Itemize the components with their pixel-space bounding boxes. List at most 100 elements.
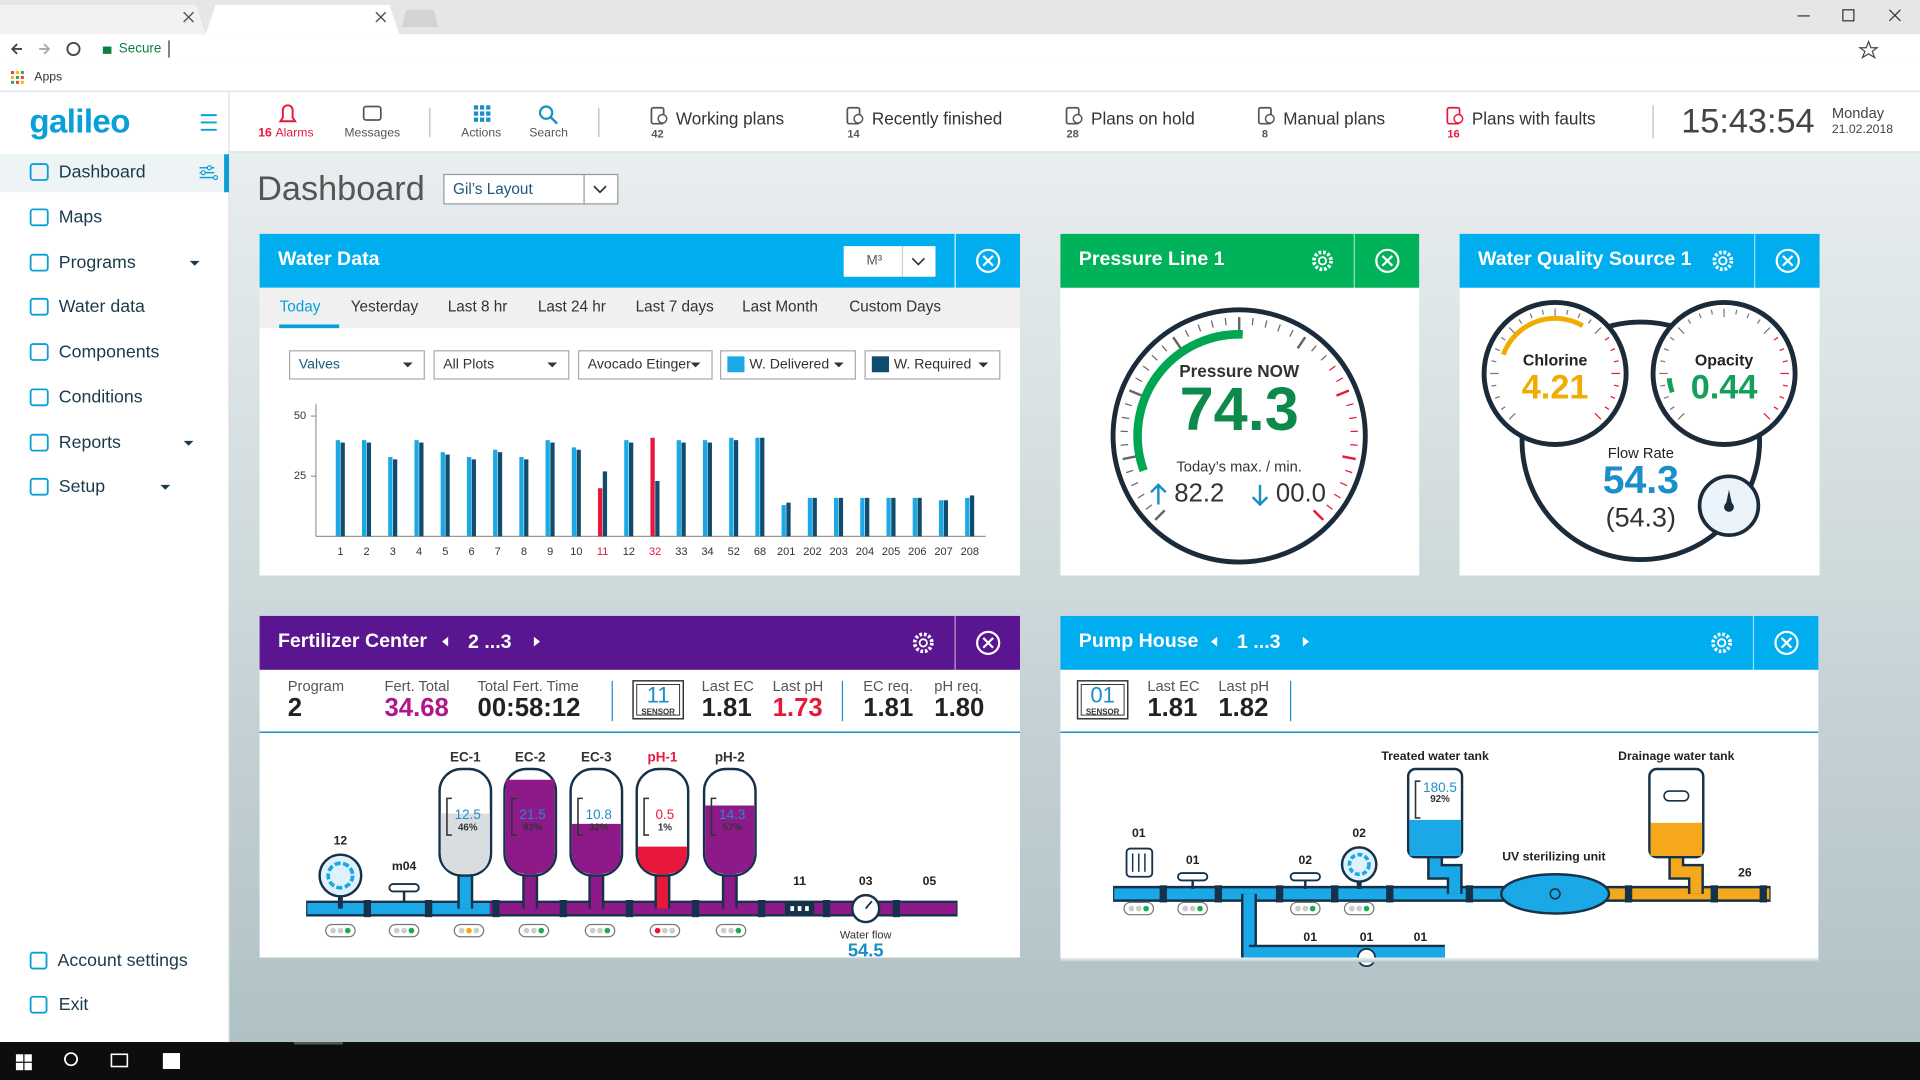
sidebar-footer-item[interactable]: Exit	[59, 994, 89, 1014]
layout-settings-knob	[200, 170, 206, 176]
sidebar-item[interactable]: Setup	[59, 476, 106, 496]
sidebar-footer-item[interactable]: Account settings	[58, 950, 188, 970]
filter-value[interactable]: All Plots	[443, 356, 494, 372]
x-tick-label: 9	[547, 546, 553, 558]
quality-tick	[1500, 336, 1506, 341]
status-light-dot	[458, 927, 465, 934]
filter-value[interactable]: Avocado Etinger	[588, 356, 691, 372]
component-label: 05	[923, 874, 937, 888]
widget-settings-hub	[1317, 256, 1328, 266]
x-tick-label: 11	[597, 546, 608, 558]
filter-value[interactable]: W. Required	[894, 356, 971, 372]
quality-tick	[1756, 319, 1761, 324]
sidebar-item[interactable]: Reports	[59, 432, 121, 452]
forward-button[interactable]	[39, 43, 51, 55]
search-label[interactable]: Search	[529, 126, 568, 140]
widget-title: Pump House	[1079, 630, 1199, 652]
sensor-box-inner	[1080, 684, 1125, 716]
time-tab[interactable]: Yesterday	[351, 298, 419, 315]
window-close	[1888, 9, 1901, 22]
quality-tick	[1587, 319, 1592, 324]
sidebar-item[interactable]: Components	[59, 341, 160, 361]
time-tab[interactable]: Custom Days	[849, 298, 941, 315]
time-tab[interactable]: Last Month	[742, 298, 818, 315]
actions-icon-cell	[480, 117, 485, 122]
gauge-tick	[1342, 455, 1356, 461]
quality-tick	[1669, 406, 1675, 411]
sidebar-item[interactable]: Water data	[59, 296, 145, 316]
apps-icon-dot	[15, 75, 19, 79]
pump-rotor	[326, 861, 355, 890]
sidebar-item[interactable]: Programs	[59, 252, 136, 272]
quality-tick	[1710, 309, 1713, 315]
bar	[969, 495, 975, 537]
sidebar-item[interactable]: Maps	[59, 207, 103, 227]
plan-label[interactable]: Plans with faults	[1472, 109, 1596, 129]
messages-label[interactable]: Messages	[344, 126, 400, 140]
time-tab[interactable]: Last 24 hr	[538, 298, 606, 315]
filter-value[interactable]: W. Delivered	[749, 356, 829, 372]
sidebar-item[interactable]: Dashboard	[59, 161, 146, 181]
bar	[886, 497, 891, 537]
bar	[912, 497, 917, 537]
sidebar-item[interactable]: Conditions	[59, 387, 143, 407]
clock-time: 15:43:54	[1681, 103, 1814, 141]
alarm-label[interactable]: Alarms	[276, 126, 314, 140]
bar	[571, 447, 577, 537]
valve-handle	[1289, 872, 1321, 882]
actions-icon-cell	[486, 105, 491, 110]
unit-select	[843, 246, 936, 277]
status-light-dot	[330, 927, 336, 934]
bar	[965, 497, 970, 537]
bar	[812, 497, 817, 537]
actions-icon-cell	[480, 105, 485, 110]
pager-next[interactable]	[533, 636, 540, 647]
bar	[576, 449, 581, 537]
time-tab[interactable]: Last 7 days	[636, 298, 715, 315]
unit-select-value[interactable]: M³	[866, 252, 882, 267]
gauge-tick	[1264, 320, 1268, 328]
status-light-dot	[662, 927, 668, 934]
plan-label[interactable]: Working plans	[676, 109, 784, 129]
x-tick-label: 7	[495, 546, 501, 558]
tank-liquid	[505, 779, 555, 875]
pager-prev[interactable]	[442, 636, 449, 647]
quality-tick	[1518, 319, 1523, 324]
quality-tick	[1604, 336, 1610, 341]
quality-tick	[1687, 319, 1692, 324]
x-tick-label: 3	[390, 546, 396, 558]
plan-label[interactable]: Plans on hold	[1091, 109, 1195, 129]
gauge-tick	[1135, 377, 1143, 383]
apps-icon-dot	[20, 80, 24, 84]
pager-prev[interactable]	[1211, 636, 1218, 647]
quality-tick	[1566, 309, 1569, 315]
tank-level: 92%	[1430, 794, 1450, 805]
start-icon	[24, 1062, 32, 1071]
pager-next[interactable]	[1302, 636, 1309, 647]
info-value: 1.80	[934, 694, 984, 722]
time-tab[interactable]: Last 8 hr	[448, 298, 508, 315]
apps-bookmark[interactable]: Apps	[34, 69, 62, 83]
meter-digit	[797, 906, 802, 912]
tank-name: pH-1	[647, 750, 677, 765]
plan-label[interactable]: Recently finished	[872, 109, 1002, 129]
quality-tick	[1577, 313, 1581, 319]
time-tab[interactable]: Today	[280, 298, 321, 315]
widget-close-x	[1782, 255, 1794, 267]
actions-label[interactable]: Actions	[461, 126, 501, 140]
back-button[interactable]	[10, 43, 23, 55]
gauge-tick	[1126, 469, 1134, 474]
plan-label[interactable]: Manual plans	[1283, 109, 1385, 129]
bar	[340, 442, 345, 537]
filter-value[interactable]: Valves	[299, 356, 340, 372]
alarm-icon	[278, 104, 297, 123]
status-light-dot	[337, 927, 344, 934]
bookmark-star[interactable]	[1858, 39, 1879, 60]
gauge-tick	[1350, 444, 1358, 446]
x-tick-label: 203	[829, 546, 847, 558]
status-light-dot	[531, 927, 537, 934]
tank-name: Drainage water tank	[1618, 749, 1734, 763]
layout-select-value[interactable]: Gil’s Layout	[453, 181, 533, 198]
quality-tick	[1669, 336, 1675, 341]
bar	[755, 437, 760, 537]
